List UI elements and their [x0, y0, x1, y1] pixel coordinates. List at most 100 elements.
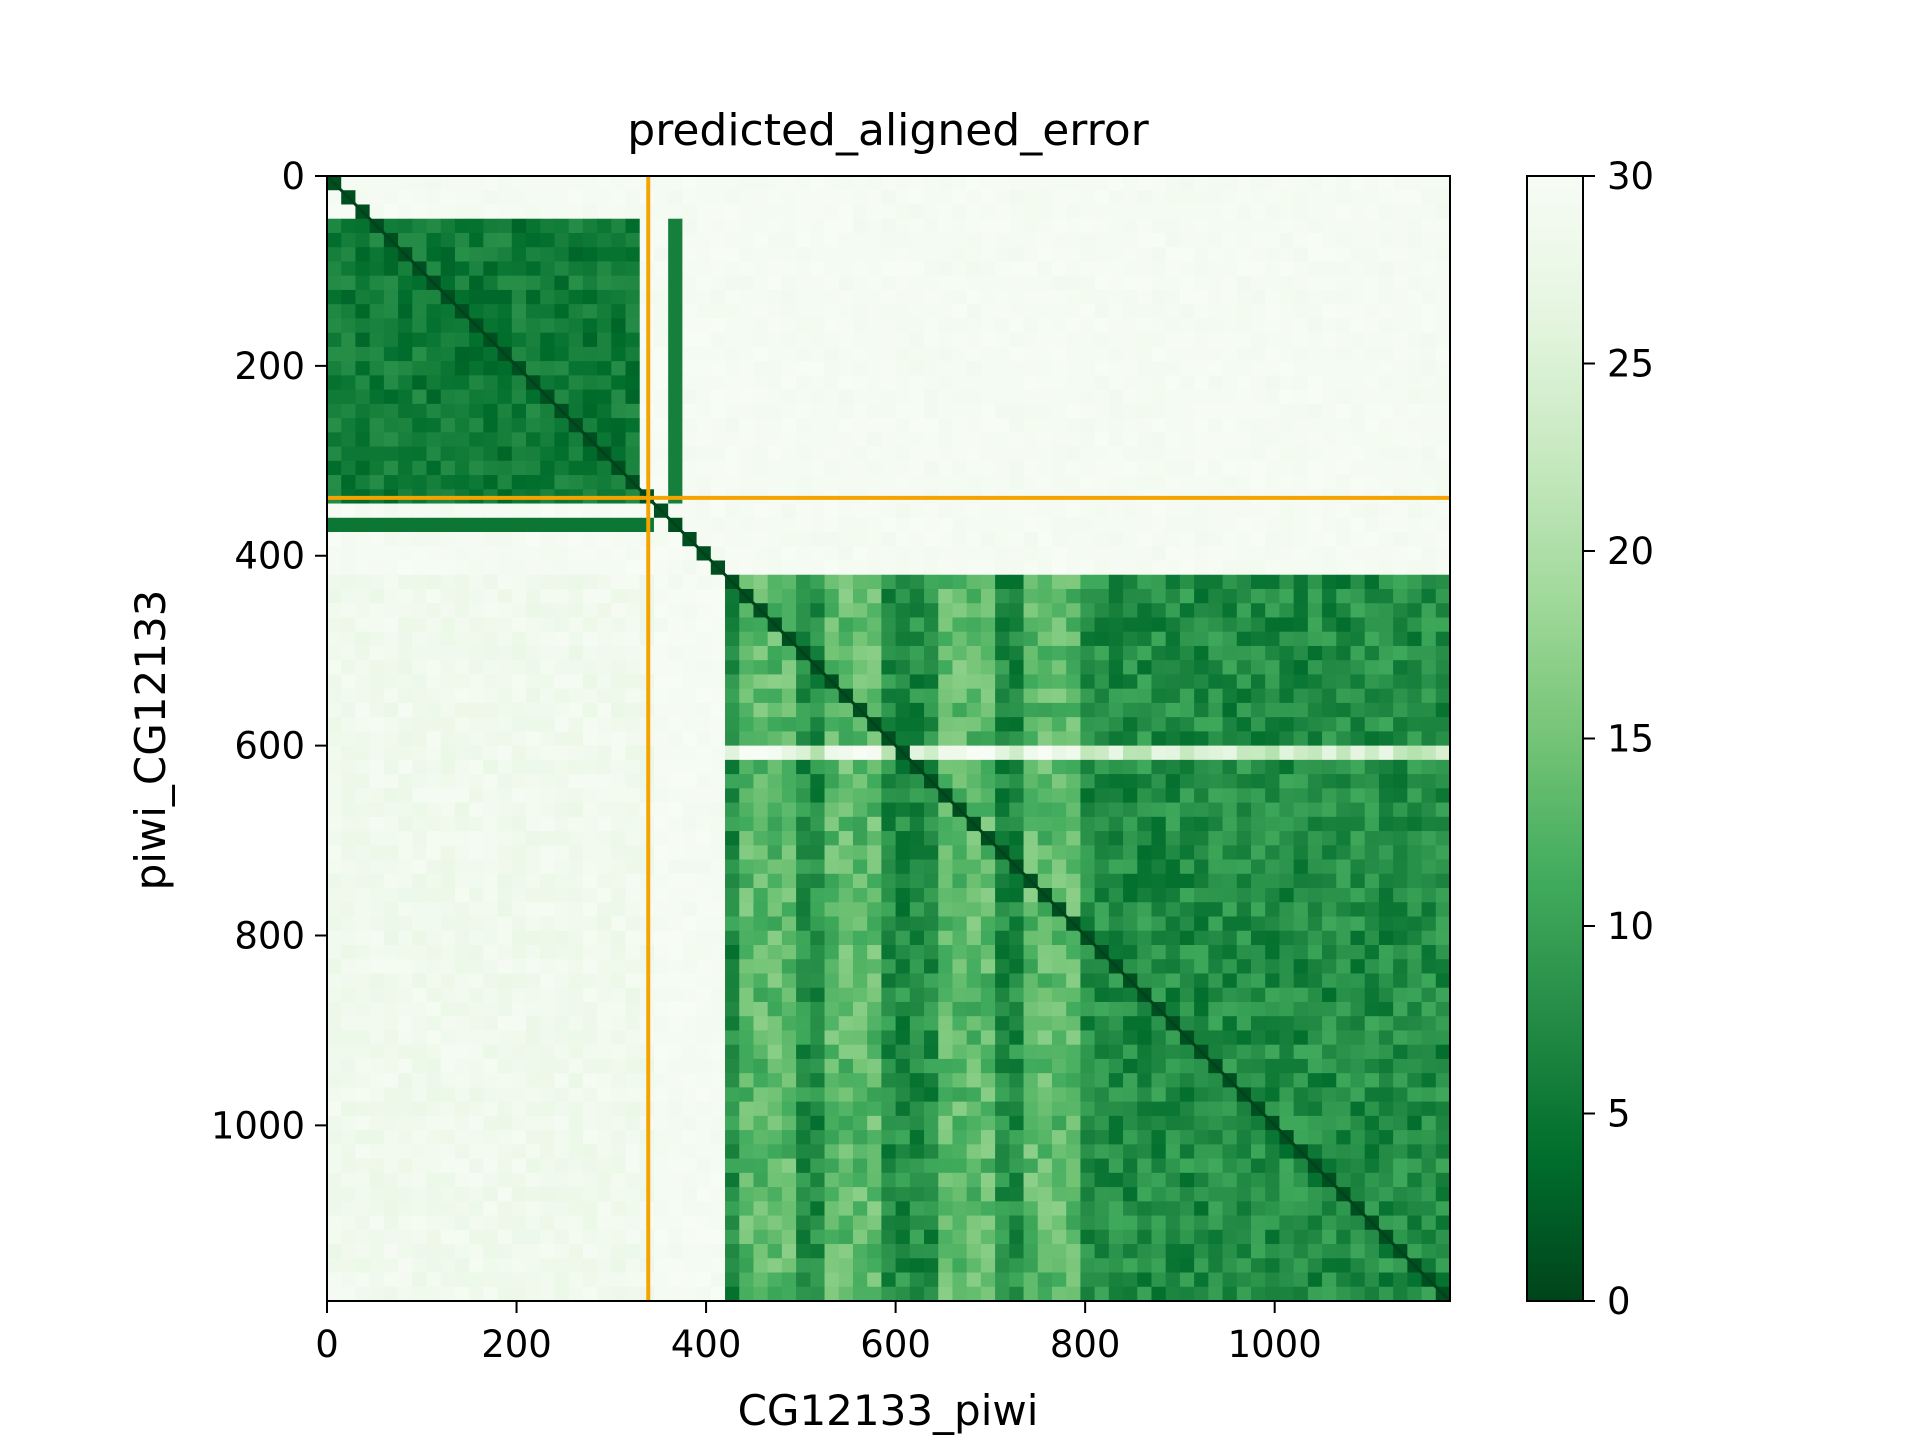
heatmap-cell	[767, 774, 783, 789]
heatmap-cell	[952, 346, 968, 362]
heatmap-cell	[1421, 560, 1437, 576]
heatmap-cell	[497, 660, 513, 676]
heatmap-cell	[1421, 902, 1437, 918]
heatmap-cell	[1009, 973, 1025, 989]
heatmap-cell	[1265, 645, 1281, 661]
heatmap-cell	[852, 859, 868, 875]
heatmap-cell	[995, 176, 1010, 191]
heatmap-cell	[341, 375, 357, 391]
heatmap-cell	[597, 603, 612, 619]
heatmap-cell	[341, 546, 357, 562]
heatmap-cell	[1250, 1058, 1266, 1074]
heatmap-cell	[725, 204, 740, 220]
heatmap-cell	[696, 674, 712, 690]
heatmap-cell	[1336, 275, 1352, 291]
heatmap-cell	[1194, 873, 1209, 889]
heatmap-cell	[781, 1044, 797, 1060]
heatmap-cell	[938, 702, 954, 718]
heatmap-cell	[653, 289, 669, 305]
heatmap-cell	[1407, 446, 1423, 462]
heatmap-cell	[412, 432, 428, 448]
heatmap-cell	[1378, 304, 1394, 319]
heatmap-cell	[568, 532, 584, 547]
heatmap-cell	[1151, 660, 1167, 676]
heatmap-cell	[1165, 218, 1181, 234]
heatmap-cell	[1350, 1030, 1366, 1046]
heatmap-cell	[696, 460, 712, 476]
heatmap-cell	[1009, 460, 1025, 476]
heatmap-cell	[341, 916, 357, 932]
heatmap-cell	[796, 816, 811, 832]
heatmap-cell	[1250, 532, 1266, 547]
heatmap-cell	[1080, 332, 1096, 348]
heatmap-cell	[1080, 275, 1096, 291]
heatmap-cell	[824, 617, 840, 633]
heatmap-cell	[1208, 845, 1224, 861]
heatmap-cell	[653, 275, 669, 291]
heatmap-cell	[980, 332, 996, 348]
heatmap-cell	[355, 916, 371, 932]
heatmap-cell	[924, 845, 939, 861]
heatmap-cell	[1307, 674, 1323, 690]
heatmap-cell	[1364, 688, 1380, 704]
heatmap-cell	[1179, 361, 1195, 376]
heatmap-cell	[739, 375, 755, 391]
heatmap-cell	[852, 959, 868, 975]
heatmap-cell	[867, 731, 882, 747]
heatmap-cell	[469, 218, 484, 234]
heatmap-cell	[1364, 888, 1380, 903]
heatmap-cell	[341, 930, 357, 946]
heatmap-cell	[412, 1073, 428, 1088]
heatmap-cell	[327, 232, 342, 248]
heatmap-cell	[1378, 1058, 1394, 1074]
heatmap-cell	[909, 816, 925, 832]
heatmap-cell	[582, 318, 598, 334]
heatmap-cell	[909, 959, 925, 975]
heatmap-cell	[1165, 361, 1181, 376]
heatmap-cell	[1378, 845, 1394, 861]
heatmap-cell	[1222, 973, 1238, 989]
heatmap-cell	[1094, 403, 1110, 419]
heatmap-cell	[511, 588, 527, 604]
heatmap-cell	[1265, 247, 1281, 263]
heatmap-cell	[469, 460, 484, 476]
heatmap-cell	[1151, 987, 1167, 1003]
heatmap-cell	[1222, 916, 1238, 932]
heatmap-cell	[653, 645, 669, 661]
heatmap-cell	[753, 873, 769, 889]
heatmap-cell	[554, 375, 570, 391]
heatmap-cell	[1165, 987, 1181, 1003]
heatmap-cell	[1322, 816, 1337, 832]
heatmap-cell	[383, 204, 399, 220]
heatmap-cell	[625, 617, 641, 633]
heatmap-cell	[398, 873, 413, 889]
heatmap-cell	[1250, 1016, 1266, 1032]
heatmap-cell	[1009, 532, 1025, 547]
heatmap-cell	[1023, 574, 1039, 590]
heatmap-cell	[980, 631, 996, 647]
heatmap-cell	[625, 446, 641, 462]
heatmap-cell	[767, 831, 783, 846]
heatmap-cell	[1165, 289, 1181, 305]
heatmap-cell	[753, 275, 769, 291]
heatmap-cell	[469, 190, 484, 206]
heatmap-cell	[554, 532, 570, 547]
heatmap-cell	[526, 660, 541, 676]
heatmap-cell	[838, 318, 854, 334]
heatmap-cell	[725, 176, 740, 191]
heatmap-cell	[1307, 446, 1323, 462]
heatmap-cell	[568, 916, 584, 932]
heatmap-cell	[1108, 987, 1124, 1003]
heatmap-cell	[1279, 1016, 1295, 1032]
heatmap-cell	[1407, 831, 1423, 846]
heatmap-cell	[1265, 204, 1281, 220]
heatmap-cell	[1051, 304, 1067, 319]
heatmap-cell	[696, 475, 712, 490]
heatmap-cell	[881, 361, 897, 376]
heatmap-cell	[852, 816, 868, 832]
heatmap-cell	[810, 774, 826, 789]
heatmap-cell	[1165, 959, 1181, 975]
heatmap-cell	[852, 1001, 868, 1017]
heatmap-cell	[611, 375, 627, 391]
heatmap-cell	[327, 460, 342, 476]
